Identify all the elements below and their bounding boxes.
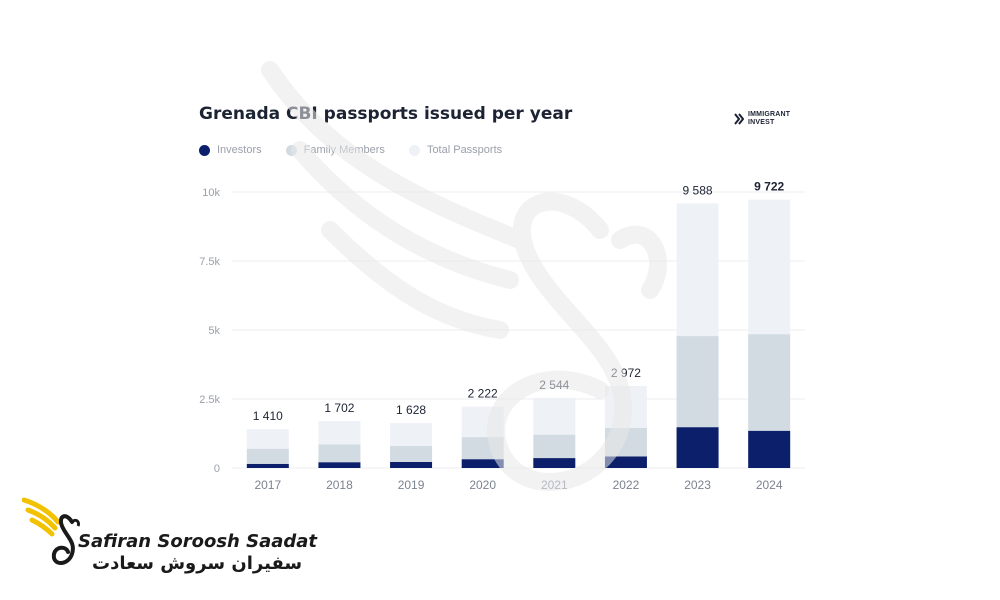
bar-total-passports <box>390 423 433 446</box>
company-name-fa: سفیران سروش سعادت <box>92 553 303 574</box>
bar-investors <box>318 462 361 468</box>
bar-family-members <box>748 334 791 431</box>
bar-total-label: 2 544 <box>539 378 569 392</box>
bar-total-passports <box>604 385 647 428</box>
x-tick-label: 2017 <box>254 478 281 492</box>
bar-family-members <box>533 434 576 459</box>
legend-item-investors: Investors <box>199 144 262 156</box>
y-tick-label: 2.5k <box>199 394 220 406</box>
company-name: Safiran Soroosh Saadat <box>78 531 318 552</box>
brand-arrow-icon <box>734 113 744 125</box>
bar-total-passports <box>676 203 719 337</box>
bar-family-members <box>318 444 361 463</box>
company-logo-icon <box>22 497 80 565</box>
bar-total-label: 9 722 <box>754 180 784 194</box>
bar-total-label: 2 972 <box>611 366 641 380</box>
bar-family-members <box>390 445 433 462</box>
legend-label-investors: Investors <box>217 144 262 156</box>
bar-total-passports <box>246 429 289 449</box>
bar-investors <box>461 459 504 468</box>
bar-total-label: 1 410 <box>253 409 283 423</box>
x-tick-label: 2020 <box>469 478 496 492</box>
x-tick-label: 2018 <box>326 478 353 492</box>
y-tick-label: 0 <box>214 463 220 475</box>
legend-swatch-investors <box>199 144 210 156</box>
x-tick-label: 2023 <box>684 478 711 492</box>
bar-total-label: 9 588 <box>683 183 713 197</box>
y-tick-label: 10k <box>202 187 220 199</box>
x-tick-label: 2024 <box>756 478 783 492</box>
bar-total-passports <box>318 421 361 445</box>
bar-investors <box>533 458 576 468</box>
bar-total-label: 2 222 <box>468 387 498 401</box>
bar-family-members <box>676 336 719 428</box>
bar-family-members <box>246 448 289 464</box>
y-tick-label: 7.5k <box>199 256 220 268</box>
bar-investors <box>604 456 647 468</box>
bar-investors <box>246 463 289 468</box>
x-tick-label: 2021 <box>541 478 568 492</box>
brand-text: IMMIGRANT INVEST <box>748 111 791 126</box>
bar-investors <box>390 461 433 468</box>
bar-investors <box>676 427 719 468</box>
x-tick-label: 2019 <box>398 478 425 492</box>
bar-total-label: 1 628 <box>396 403 426 417</box>
bar-total-passports <box>748 199 791 335</box>
bar-total-passports <box>533 397 576 435</box>
brand-logo: IMMIGRANT INVEST <box>734 111 790 127</box>
bar-investors <box>748 430 791 468</box>
bar-total-label: 1 702 <box>324 401 354 415</box>
bar-family-members <box>461 437 504 460</box>
bar-family-members <box>604 427 647 457</box>
bar-total-passports <box>461 406 504 438</box>
y-tick-label: 5k <box>208 325 220 337</box>
x-tick-label: 2022 <box>613 478 640 492</box>
